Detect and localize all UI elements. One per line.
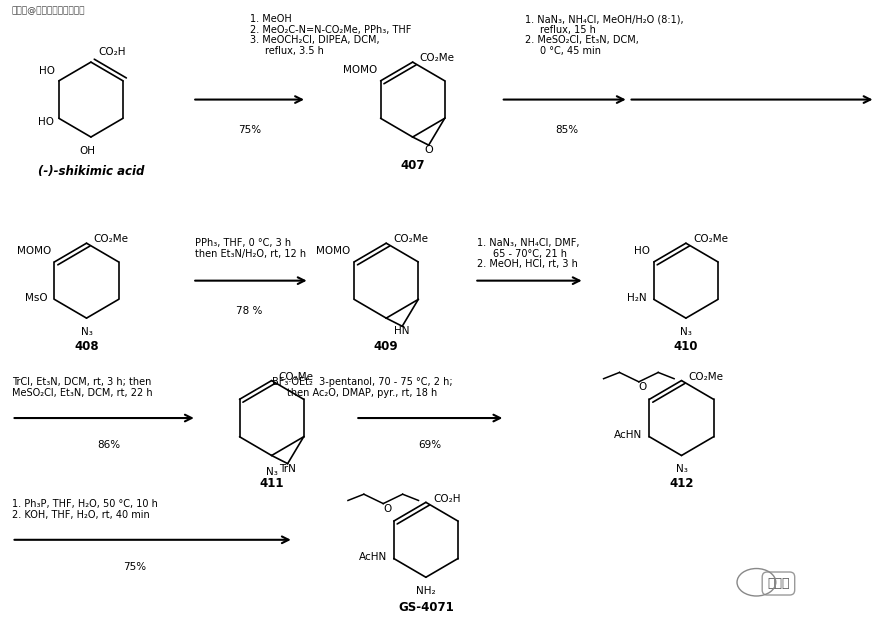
Text: 408: 408 bbox=[74, 340, 98, 353]
Text: 85%: 85% bbox=[555, 125, 578, 135]
Text: HO: HO bbox=[39, 66, 55, 76]
Text: CO₂Me: CO₂Me bbox=[278, 372, 314, 382]
Text: 86%: 86% bbox=[97, 440, 120, 450]
Text: CO₂Me: CO₂Me bbox=[419, 54, 455, 64]
Text: CO₂Me: CO₂Me bbox=[692, 234, 727, 244]
Text: then Et₃N/H₂O, rt, 12 h: then Et₃N/H₂O, rt, 12 h bbox=[195, 249, 306, 259]
Text: HO: HO bbox=[37, 117, 53, 127]
Text: AcHN: AcHN bbox=[358, 552, 386, 562]
Text: 410: 410 bbox=[672, 340, 697, 353]
Text: 2. MeSO₂Cl, Et₃N, DCM,: 2. MeSO₂Cl, Et₃N, DCM, bbox=[524, 35, 638, 45]
Text: 411: 411 bbox=[259, 478, 284, 490]
Text: MOMO: MOMO bbox=[342, 65, 377, 74]
Text: (-)-shikimic acid: (-)-shikimic acid bbox=[38, 165, 144, 178]
Text: CO₂Me: CO₂Me bbox=[392, 234, 428, 244]
Text: OH: OH bbox=[80, 146, 96, 156]
Text: H₂N: H₂N bbox=[626, 292, 646, 302]
Text: O: O bbox=[638, 382, 646, 392]
Text: TrCl, Et₃N, DCM, rt, 3 h; then: TrCl, Et₃N, DCM, rt, 3 h; then bbox=[12, 377, 151, 387]
Text: N₃: N₃ bbox=[266, 467, 277, 477]
Text: MOMO: MOMO bbox=[316, 246, 350, 256]
Text: CO₂H: CO₂H bbox=[97, 47, 125, 57]
Text: O: O bbox=[424, 146, 432, 156]
Text: 1. MeOH: 1. MeOH bbox=[249, 14, 291, 24]
Text: 69%: 69% bbox=[418, 440, 441, 450]
Text: 409: 409 bbox=[374, 340, 398, 353]
Text: 412: 412 bbox=[668, 478, 693, 490]
Text: CO₂H: CO₂H bbox=[432, 493, 460, 503]
Text: 65 - 70°C, 21 h: 65 - 70°C, 21 h bbox=[493, 249, 566, 259]
Text: MsO: MsO bbox=[25, 292, 47, 302]
Text: 1. NaN₃, NH₄Cl, DMF,: 1. NaN₃, NH₄Cl, DMF, bbox=[477, 238, 579, 248]
Text: 3. MeOCH₂Cl, DIPEA, DCM,: 3. MeOCH₂Cl, DIPEA, DCM, bbox=[249, 35, 379, 45]
Text: 407: 407 bbox=[400, 159, 424, 172]
Text: reflux, 15 h: reflux, 15 h bbox=[540, 25, 595, 35]
Text: O: O bbox=[383, 503, 391, 513]
Text: HO: HO bbox=[633, 246, 649, 256]
Text: CO₂Me: CO₂Me bbox=[688, 372, 723, 382]
Text: 全合成: 全合成 bbox=[766, 577, 789, 590]
Text: CO₂Me: CO₂Me bbox=[93, 234, 128, 244]
Text: HN: HN bbox=[394, 326, 409, 336]
Text: reflux, 3.5 h: reflux, 3.5 h bbox=[265, 46, 324, 56]
Text: 2. KOH, THF, H₂O, rt, 40 min: 2. KOH, THF, H₂O, rt, 40 min bbox=[12, 510, 149, 520]
Text: then Ac₂O, DMAP, pyr., rt, 18 h: then Ac₂O, DMAP, pyr., rt, 18 h bbox=[287, 388, 437, 398]
Text: 75%: 75% bbox=[123, 562, 146, 571]
Text: 搜狐号@植物提取物上游生物: 搜狐号@植物提取物上游生物 bbox=[12, 6, 85, 15]
Text: GS-4071: GS-4071 bbox=[398, 601, 454, 614]
Text: AcHN: AcHN bbox=[613, 430, 641, 440]
Text: N₃: N₃ bbox=[680, 327, 691, 337]
Text: N₃: N₃ bbox=[675, 464, 687, 474]
Text: 0 °C, 45 min: 0 °C, 45 min bbox=[540, 46, 601, 56]
Text: NH₂: NH₂ bbox=[416, 586, 435, 596]
Text: 78 %: 78 % bbox=[237, 306, 262, 316]
Text: BF₃·OEt₂  3-pentanol, 70 - 75 °C, 2 h;: BF₃·OEt₂ 3-pentanol, 70 - 75 °C, 2 h; bbox=[271, 377, 452, 387]
Text: MOMO: MOMO bbox=[17, 246, 51, 256]
Text: 1. NaN₃, NH₄Cl, MeOH/H₂O (8:1),: 1. NaN₃, NH₄Cl, MeOH/H₂O (8:1), bbox=[524, 14, 682, 24]
Text: 2. MeO₂C-N=N-CO₂Me, PPh₃, THF: 2. MeO₂C-N=N-CO₂Me, PPh₃, THF bbox=[249, 25, 410, 35]
Text: 1. Ph₃P, THF, H₂O, 50 °C, 10 h: 1. Ph₃P, THF, H₂O, 50 °C, 10 h bbox=[12, 499, 158, 509]
Text: N₃: N₃ bbox=[81, 327, 92, 337]
Text: TrN: TrN bbox=[279, 464, 296, 474]
Text: MeSO₂Cl, Et₃N, DCM, rt, 22 h: MeSO₂Cl, Et₃N, DCM, rt, 22 h bbox=[12, 388, 152, 398]
Text: 75%: 75% bbox=[237, 125, 260, 135]
Text: PPh₃, THF, 0 °C, 3 h: PPh₃, THF, 0 °C, 3 h bbox=[195, 238, 291, 248]
Text: 2. MeOH, HCl, rt, 3 h: 2. MeOH, HCl, rt, 3 h bbox=[477, 260, 577, 270]
